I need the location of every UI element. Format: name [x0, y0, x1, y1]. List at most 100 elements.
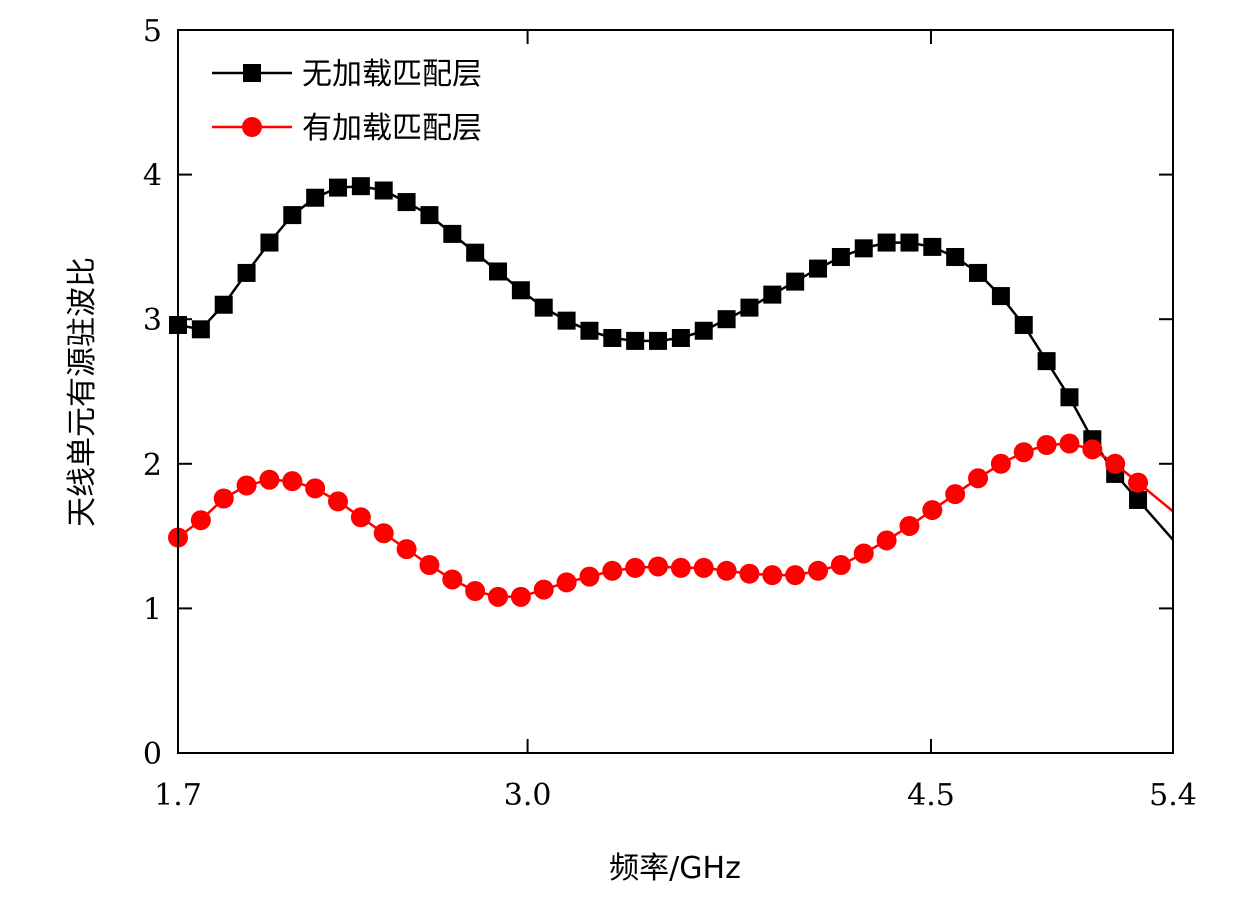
- data-point-series-1: [466, 243, 485, 262]
- y-tick-label: 0: [143, 737, 162, 772]
- data-point-series-1: [374, 181, 393, 200]
- plot-frame: [177, 29, 1174, 754]
- data-point-series-1: [1060, 388, 1079, 407]
- data-point-series-2: [465, 581, 486, 602]
- data-point-series-1: [306, 188, 325, 207]
- data-point-series-1: [443, 224, 462, 243]
- data-point-series-2: [1105, 453, 1126, 474]
- data-point-series-1: [694, 321, 713, 340]
- legend-label-series-1: 无加载匹配层: [302, 57, 482, 92]
- data-point-series-2: [350, 507, 371, 528]
- data-point-series-1: [214, 295, 233, 314]
- legend-label-series-2: 有加载匹配层: [302, 111, 482, 146]
- y-tick-label: 2: [143, 448, 162, 483]
- data-point-series-2: [762, 565, 783, 586]
- data-point-series-1: [740, 298, 759, 317]
- data-point-series-2: [373, 523, 394, 544]
- data-point-series-1: [534, 298, 553, 317]
- data-point-series-1: [946, 248, 965, 267]
- data-point-series-2: [328, 491, 349, 512]
- data-point-series-1: [671, 328, 690, 347]
- x-tick-label: 1.7: [154, 778, 202, 813]
- data-point-series-1: [557, 311, 576, 330]
- legend-marker-series-2: [242, 117, 262, 137]
- data-point-series-2: [739, 563, 760, 584]
- data-point-series-1: [191, 320, 210, 339]
- data-point-series-1: [420, 206, 439, 225]
- data-point-series-1: [237, 263, 256, 282]
- tick-labels-layer: 1.7 3.0 4.5 5.4 0 1 2 3 4 5: [143, 14, 1197, 813]
- data-point-series-1: [786, 272, 805, 291]
- y-axis-label: 天线单元有源驻波比: [65, 257, 100, 527]
- x-axis-label: 频率/GHz: [609, 851, 741, 886]
- x-tick-label: 4.5: [907, 778, 955, 813]
- data-point-series-1: [763, 285, 782, 304]
- data-point-series-1: [877, 233, 896, 252]
- data-point-series-1: [351, 177, 370, 196]
- data-point-series-1: [1014, 315, 1033, 334]
- data-point-series-2: [556, 572, 577, 593]
- legend-marker-series-1: [243, 64, 261, 82]
- data-point-series-2: [899, 515, 920, 536]
- data-point-series-2: [236, 475, 257, 496]
- series-layer: [168, 177, 1174, 607]
- data-point-series-1: [809, 259, 828, 278]
- data-point-series-2: [922, 500, 943, 521]
- data-point-series-2: [190, 510, 211, 531]
- data-point-series-2: [693, 557, 714, 578]
- data-point-series-2: [625, 557, 646, 578]
- data-point-series-2: [968, 468, 989, 489]
- y-tick-label: 4: [143, 159, 162, 194]
- data-point-series-1: [511, 281, 530, 300]
- data-point-series-2: [853, 543, 874, 564]
- data-point-series-2: [510, 586, 531, 607]
- data-point-series-1: [923, 237, 942, 256]
- data-point-series-2: [1059, 433, 1080, 454]
- data-point-series-1: [580, 321, 599, 340]
- data-point-series-1: [991, 287, 1010, 306]
- data-point-series-2: [396, 539, 417, 560]
- data-point-series-1: [626, 331, 645, 350]
- data-point-series-2: [945, 484, 966, 505]
- data-point-series-2: [1036, 435, 1057, 456]
- x-tick-label: 3.0: [504, 778, 552, 813]
- data-point-series-1: [397, 193, 416, 212]
- data-point-series-1: [489, 262, 508, 281]
- data-point-series-2: [579, 566, 600, 587]
- data-point-series-2: [648, 556, 669, 577]
- ticks-layer: [177, 29, 1174, 754]
- y-tick-label: 1: [143, 592, 162, 627]
- data-point-series-2: [602, 560, 623, 581]
- data-point-series-1: [831, 248, 850, 267]
- data-point-series-2: [259, 469, 280, 490]
- data-point-series-2: [785, 565, 806, 586]
- data-point-series-1: [1037, 352, 1056, 371]
- data-point-series-1: [649, 331, 668, 350]
- data-point-series-1: [900, 233, 919, 252]
- data-point-series-2: [830, 555, 851, 576]
- data-point-series-1: [329, 178, 348, 197]
- data-point-series-2: [876, 530, 897, 551]
- data-point-series-2: [442, 569, 463, 590]
- data-point-series-2: [305, 478, 326, 499]
- data-point-series-1: [1129, 490, 1148, 509]
- x-tick-label: 5.4: [1149, 778, 1197, 813]
- data-point-series-1: [717, 310, 736, 329]
- data-point-series-2: [716, 560, 737, 581]
- legend: 无加载匹配层 有加载匹配层: [212, 57, 482, 146]
- data-point-series-1: [603, 328, 622, 347]
- data-point-series-2: [1013, 442, 1034, 463]
- data-point-series-2: [488, 586, 509, 607]
- data-point-series-2: [282, 471, 303, 492]
- data-point-series-1: [260, 233, 279, 252]
- data-point-series-2: [670, 557, 691, 578]
- y-tick-label: 5: [143, 14, 162, 49]
- data-point-series-2: [419, 555, 440, 576]
- data-point-series-1: [969, 263, 988, 282]
- data-point-series-1: [854, 239, 873, 258]
- data-point-series-2: [533, 579, 554, 600]
- data-point-series-2: [990, 453, 1011, 474]
- data-point-series-2: [213, 488, 234, 509]
